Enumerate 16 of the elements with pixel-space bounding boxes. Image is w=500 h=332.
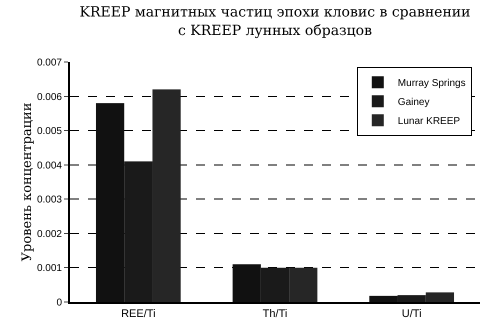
y-tick-label: 0.002: [36, 228, 62, 240]
x-tick-label: REE/Ti: [121, 308, 156, 320]
y-tick-label: 0.003: [36, 194, 62, 206]
y-tick-label: 0: [56, 298, 62, 308]
legend-label: Murray Springs: [398, 78, 466, 90]
x-tick-label: Th/Ti: [262, 308, 288, 320]
legend-label: Gainey: [398, 97, 430, 108]
y-tick-label: 0.001: [36, 263, 62, 274]
y-tick-label: 0.004: [36, 160, 62, 172]
legend-label: Lunar KREEP: [398, 116, 460, 128]
y-tick-label: 0.006: [36, 92, 62, 103]
y-axis-title: Уровень концентрации: [20, 102, 35, 262]
y-tick-label: 0.005: [36, 126, 62, 138]
chart-title: KREEP магнитных частиц эпохи кловис в сравнении с KREEP лунных образцов: [80, 4, 470, 39]
y-tick-label: 0.007: [36, 58, 62, 68]
x-tick-label: U/Ti: [402, 308, 422, 320]
